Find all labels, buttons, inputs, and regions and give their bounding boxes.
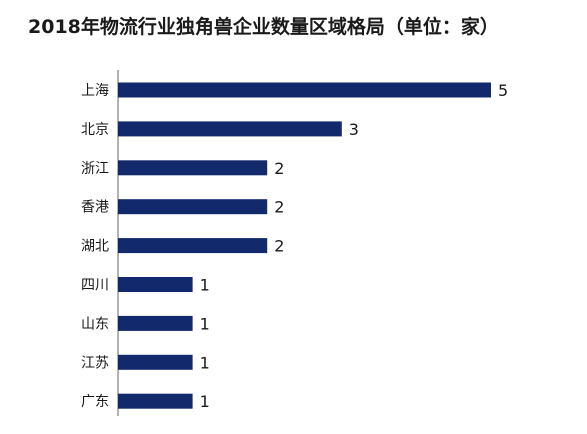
bar: [118, 354, 193, 370]
data-label: 1: [200, 314, 210, 333]
bar: [118, 238, 268, 254]
data-label: 2: [274, 237, 284, 256]
category-label: 香港: [81, 200, 109, 216]
data-label: 3: [349, 120, 359, 139]
data-label: 2: [274, 159, 284, 178]
bar: [118, 199, 268, 215]
data-label: 1: [200, 353, 210, 372]
category-label: 湖北: [81, 239, 109, 255]
category-label: 山东: [81, 316, 109, 332]
data-label: 2: [274, 198, 284, 217]
data-label: 1: [200, 276, 210, 295]
bar: [118, 277, 193, 292]
chart-title: 2018年物流行业独角兽企业数量区域格局（单位：家）: [28, 16, 499, 38]
bar: [118, 393, 193, 409]
category-label: 江苏: [81, 355, 109, 371]
bar: [118, 121, 342, 137]
category-label: 浙江: [81, 161, 109, 177]
data-label: 1: [200, 392, 210, 411]
bar: [118, 160, 268, 176]
category-label: 四川: [81, 278, 109, 294]
category-label: 广东: [81, 394, 109, 410]
category-label: 上海: [81, 83, 109, 99]
bar: [118, 315, 193, 331]
category-label: 北京: [81, 122, 109, 138]
data-label: 5: [498, 81, 508, 100]
bar: [118, 82, 491, 98]
